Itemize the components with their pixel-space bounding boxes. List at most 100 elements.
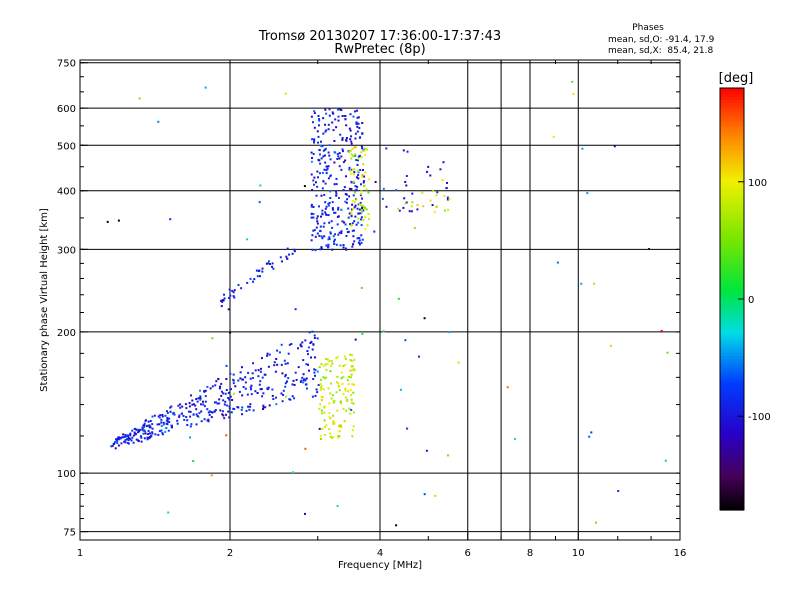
data-point xyxy=(255,269,258,272)
data-point xyxy=(301,341,304,344)
data-point xyxy=(356,237,359,240)
data-point xyxy=(169,218,172,221)
data-point xyxy=(222,399,225,402)
data-point xyxy=(127,434,129,437)
data-point xyxy=(418,355,420,358)
data-point xyxy=(181,412,183,415)
data-point xyxy=(358,243,361,246)
data-point xyxy=(281,260,283,263)
data-point xyxy=(273,364,276,367)
data-point xyxy=(275,396,277,399)
data-point xyxy=(361,132,364,135)
data-point xyxy=(290,343,293,345)
data-point xyxy=(335,194,338,197)
data-point xyxy=(324,377,326,380)
data-point xyxy=(321,209,324,212)
y-axis-label: Stationary phase Virtual Height [km] xyxy=(39,208,50,392)
data-point xyxy=(162,423,165,426)
data-point xyxy=(358,237,361,239)
data-point xyxy=(316,337,319,340)
data-point xyxy=(321,145,324,148)
data-point xyxy=(190,394,192,397)
data-point xyxy=(147,430,150,432)
data-point xyxy=(288,398,291,401)
data-point xyxy=(286,380,288,383)
data-point xyxy=(355,188,358,191)
data-point xyxy=(330,382,333,385)
data-point xyxy=(353,171,356,174)
data-point xyxy=(341,382,344,385)
data-point xyxy=(232,291,235,294)
data-point xyxy=(343,221,346,224)
colorbar-segment xyxy=(720,416,744,421)
colorbar-segment xyxy=(720,241,744,246)
data-point xyxy=(249,377,252,380)
chart-subtitle: RwPretec (8p) xyxy=(334,42,425,57)
data-point xyxy=(310,173,313,176)
colorbar-segment xyxy=(720,422,744,427)
data-point xyxy=(325,368,328,371)
data-point xyxy=(364,153,366,156)
data-point xyxy=(304,447,307,450)
data-point xyxy=(161,415,164,418)
data-point xyxy=(318,118,320,120)
data-point xyxy=(292,379,295,382)
data-point xyxy=(225,364,228,367)
data-point xyxy=(363,175,365,178)
data-point xyxy=(350,140,353,143)
data-point xyxy=(332,414,335,417)
data-point xyxy=(286,257,289,260)
data-point xyxy=(140,440,143,443)
data-point xyxy=(337,385,340,388)
data-point xyxy=(351,224,353,227)
data-point xyxy=(352,402,355,405)
data-point xyxy=(300,379,303,382)
colorbar-segment xyxy=(720,238,744,243)
data-point xyxy=(433,211,436,214)
data-point xyxy=(359,194,362,197)
data-point xyxy=(352,243,354,246)
data-point xyxy=(318,119,321,122)
data-point xyxy=(446,182,448,184)
data-point xyxy=(157,415,160,418)
colorbar-segment xyxy=(720,395,744,400)
data-point xyxy=(344,396,347,399)
data-point xyxy=(319,229,322,232)
data-point xyxy=(276,349,279,352)
data-point xyxy=(310,212,313,215)
data-point xyxy=(328,237,331,240)
data-point xyxy=(231,399,234,401)
data-point xyxy=(228,416,231,419)
data-point xyxy=(357,241,360,244)
data-point xyxy=(340,371,343,374)
data-point xyxy=(351,245,354,248)
colorbar-segment xyxy=(720,359,744,363)
data-point xyxy=(324,213,327,216)
data-point xyxy=(350,360,353,363)
data-point xyxy=(267,365,270,368)
data-point xyxy=(581,147,584,150)
data-point xyxy=(385,205,388,208)
data-point xyxy=(326,167,329,170)
data-point xyxy=(331,111,334,114)
data-point xyxy=(349,412,352,415)
data-point xyxy=(354,215,357,218)
data-point xyxy=(313,110,316,113)
data-point xyxy=(355,121,358,124)
data-point xyxy=(441,179,444,181)
data-point xyxy=(176,419,179,422)
colorbar-segment xyxy=(720,226,744,231)
data-point xyxy=(115,438,118,441)
data-point xyxy=(328,402,331,405)
data-point xyxy=(280,343,283,346)
data-point xyxy=(313,229,316,232)
data-point xyxy=(331,207,334,210)
data-point xyxy=(146,436,149,439)
data-point xyxy=(305,383,308,386)
data-point xyxy=(186,424,189,426)
data-point xyxy=(165,422,168,425)
data-point xyxy=(304,379,307,382)
data-point xyxy=(313,368,316,371)
x-tick-label: 16 xyxy=(674,548,687,559)
data-point xyxy=(258,201,261,204)
